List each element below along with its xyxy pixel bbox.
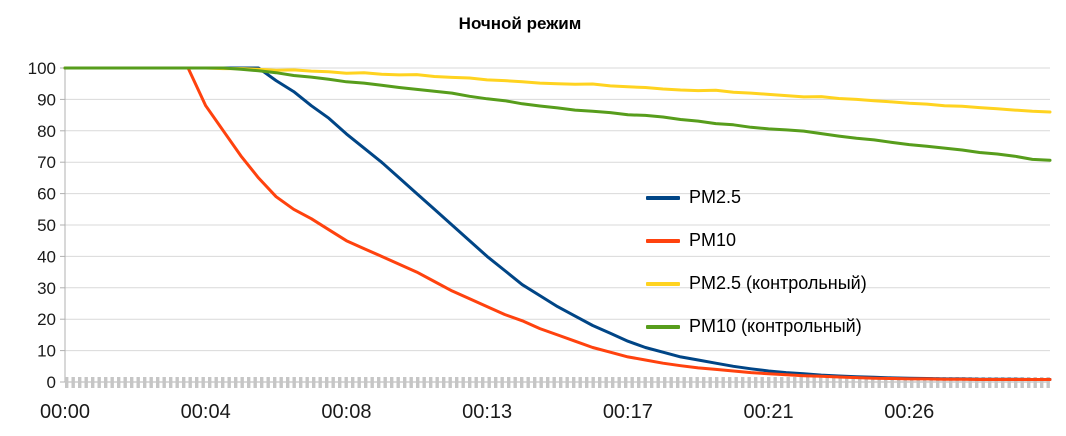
svg-text:00:21: 00:21 <box>744 401 794 423</box>
svg-text:00:26: 00:26 <box>884 401 934 423</box>
legend-label: PM2.5 (контрольный) <box>689 273 867 293</box>
svg-text:40: 40 <box>37 247 56 266</box>
legend-item: PM10 (контрольный) <box>646 305 867 348</box>
svg-text:90: 90 <box>37 90 56 109</box>
svg-text:00:08: 00:08 <box>321 401 371 423</box>
svg-text:00:13: 00:13 <box>462 401 512 423</box>
svg-text:30: 30 <box>37 279 56 298</box>
svg-text:70: 70 <box>37 153 56 172</box>
svg-text:0: 0 <box>47 373 56 392</box>
chart-title: Ночной режим <box>458 14 582 33</box>
legend-swatch <box>646 324 680 329</box>
svg-text:80: 80 <box>37 122 56 141</box>
legend-label: PM10 (контрольный) <box>689 316 862 336</box>
svg-text:100: 100 <box>28 59 56 78</box>
legend-swatch <box>646 238 680 243</box>
legend-label: PM2.5 <box>689 187 742 207</box>
legend-swatch <box>646 281 680 286</box>
legend-item: PM2.5 <box>646 176 867 219</box>
svg-text:00:04: 00:04 <box>181 401 231 423</box>
svg-text:10: 10 <box>37 342 56 361</box>
svg-text:00:17: 00:17 <box>603 401 653 423</box>
legend-item: PM10 <box>646 219 867 262</box>
svg-text:00:00: 00:00 <box>40 401 90 423</box>
legend-label: PM10 <box>689 230 737 250</box>
svg-text:60: 60 <box>37 185 56 204</box>
legend-swatch <box>646 195 680 200</box>
svg-text:20: 20 <box>37 310 56 329</box>
legend-item: PM2.5 (контрольный) <box>646 262 867 305</box>
svg-text:50: 50 <box>37 216 56 235</box>
chart-legend: PM2.5 PM10 PM2.5 (контрольный) PM10 (кон… <box>646 176 867 348</box>
